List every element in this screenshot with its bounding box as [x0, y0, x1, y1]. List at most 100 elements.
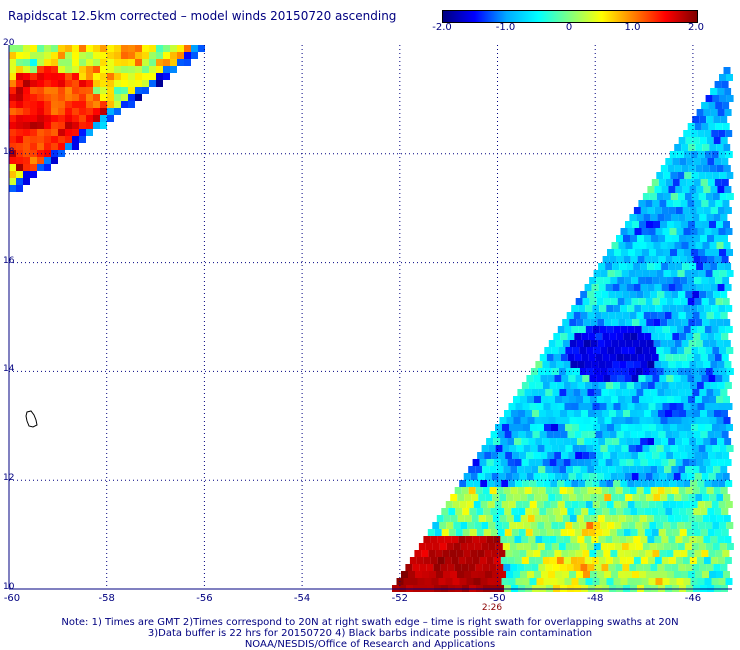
wind-difference-cell [675, 284, 683, 291]
wind-difference-cell [610, 375, 618, 382]
wind-difference-cell [163, 52, 170, 59]
wind-difference-cell [630, 235, 637, 242]
wind-difference-cell [696, 438, 704, 445]
wind-difference-cell [461, 487, 469, 494]
wind-difference-cell [600, 424, 607, 431]
wind-difference-cell [114, 45, 121, 52]
wind-difference-cell [477, 550, 485, 557]
wind-difference-cell [142, 52, 149, 59]
wind-difference-cell [503, 564, 511, 571]
wind-difference-cell [428, 550, 436, 557]
wind-difference-cell [472, 459, 480, 466]
wind-difference-cell [23, 59, 30, 66]
wind-difference-cell [708, 473, 716, 480]
wind-difference-cell [562, 515, 570, 522]
wind-difference-cell [721, 333, 729, 340]
wind-difference-cell [584, 557, 592, 564]
wind-difference-cell [586, 522, 594, 529]
wind-difference-cell [524, 564, 532, 571]
wind-difference-cell [9, 108, 16, 115]
wind-difference-cell [705, 249, 712, 256]
wind-difference-cell [704, 578, 712, 585]
wind-difference-cell [721, 158, 729, 165]
wind-difference-cell [674, 221, 681, 228]
wind-difference-cell [51, 108, 58, 115]
wind-difference-cell [23, 108, 30, 115]
wind-difference-cell [562, 396, 569, 403]
wind-difference-cell [16, 171, 23, 178]
wind-difference-cell [505, 550, 513, 557]
wind-difference-cell [642, 522, 650, 529]
wind-difference-cell [563, 382, 571, 389]
wind-difference-cell [526, 452, 534, 459]
wind-difference-cell [604, 340, 612, 347]
wind-difference-cell [569, 340, 577, 347]
wind-difference-cell [487, 480, 495, 487]
wind-difference-cell [9, 52, 16, 59]
wind-difference-cell [539, 354, 547, 361]
wind-difference-cell [473, 501, 481, 508]
wind-difference-cell [685, 389, 693, 396]
wind-difference-cell [513, 515, 521, 522]
wind-difference-cell [93, 73, 100, 80]
wind-difference-cell [639, 494, 647, 501]
wind-difference-cell [672, 158, 680, 165]
wind-difference-cell [706, 312, 714, 319]
wind-difference-cell [494, 480, 502, 487]
wind-difference-cell [500, 459, 508, 466]
wind-difference-cell [595, 333, 603, 340]
wind-difference-cell [699, 214, 707, 221]
wind-difference-cell [694, 473, 702, 480]
wind-difference-cell [675, 382, 683, 389]
wind-difference-cell [580, 291, 588, 298]
wind-difference-cell [520, 417, 528, 424]
wind-difference-cell [448, 508, 456, 515]
wind-difference-cell [9, 178, 16, 185]
wind-difference-cell [663, 368, 671, 375]
wind-difference-cell [569, 494, 577, 501]
wind-difference-cell [135, 73, 142, 80]
wind-difference-cell [698, 193, 706, 200]
wind-difference-cell [687, 375, 695, 382]
wind-difference-cell [661, 361, 669, 368]
wind-difference-cell [696, 109, 704, 116]
wind-difference-cell [684, 347, 692, 354]
wind-difference-cell [682, 186, 690, 193]
wind-difference-cell [696, 361, 704, 368]
wind-difference-cell [515, 578, 523, 585]
wind-difference-cell [30, 59, 37, 66]
wind-difference-cell [712, 270, 720, 277]
wind-difference-cell [462, 508, 470, 515]
wind-difference-cell [694, 200, 702, 207]
wind-difference-cell [568, 375, 576, 382]
wind-difference-cell [638, 375, 646, 382]
wind-difference-cell [570, 438, 578, 445]
wind-difference-cell [502, 424, 509, 431]
wind-difference-cell [594, 487, 602, 494]
wind-difference-cell [689, 459, 697, 466]
wind-difference-cell [446, 522, 454, 529]
wind-difference-cell [538, 389, 546, 396]
wind-difference-cell [424, 578, 432, 585]
wind-difference-cell [558, 445, 566, 452]
wind-difference-cell [640, 459, 648, 466]
wind-difference-cell [502, 543, 510, 550]
wind-difference-cell [553, 508, 561, 515]
wind-difference-cell [149, 66, 156, 73]
wind-difference-cell [599, 578, 607, 585]
wind-difference-cell [679, 179, 687, 186]
wind-difference-cell [531, 564, 539, 571]
wind-difference-cell [705, 95, 713, 102]
wind-difference-cell [685, 466, 693, 473]
wind-difference-cell [614, 368, 622, 375]
wind-difference-cell [128, 101, 135, 108]
wind-difference-cell [423, 557, 431, 564]
wind-difference-cell [692, 389, 700, 396]
wind-difference-cell [702, 319, 710, 326]
wind-difference-cell [598, 382, 606, 389]
wind-difference-cell [51, 59, 58, 66]
wind-difference-cell [585, 578, 593, 585]
wind-difference-cell [650, 312, 658, 319]
wind-difference-cell [500, 536, 508, 543]
wind-difference-cell [492, 515, 500, 522]
